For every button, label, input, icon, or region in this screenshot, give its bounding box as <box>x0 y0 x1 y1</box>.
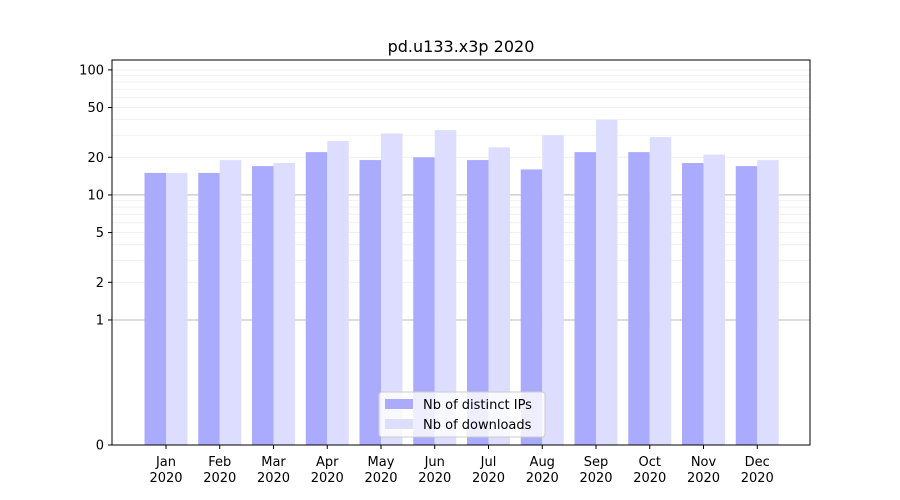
chart-title: pd.u133.x3p 2020 <box>388 37 535 56</box>
bar-downloads <box>596 119 618 446</box>
x-tick-label-month: Jan <box>155 455 176 470</box>
y-tick-label: 10 <box>87 188 104 203</box>
bar-distinct-ips <box>198 172 220 445</box>
legend-box <box>378 391 546 438</box>
legend: Nb of distinct IPs Nb of downloads <box>378 391 546 438</box>
x-tick-label-month: Nov <box>691 455 717 470</box>
bar-downloads <box>219 160 242 445</box>
bar-distinct-ips <box>574 152 596 445</box>
y-tick-label: 2 <box>96 276 104 291</box>
bar-distinct-ips <box>359 160 381 445</box>
bar-downloads <box>757 160 779 445</box>
bar-downloads <box>542 135 564 445</box>
x-tick-label-month: Apr <box>316 455 339 470</box>
x-tick-label-year: 2020 <box>579 471 612 486</box>
bar-downloads <box>649 137 672 445</box>
bar-distinct-ips <box>144 172 166 445</box>
bar-distinct-ips <box>682 163 704 445</box>
x-tick-label-year: 2020 <box>257 471 290 486</box>
legend-label: Nb of downloads <box>423 418 532 433</box>
x-tick-label-month: Mar <box>261 455 286 470</box>
bar-downloads <box>381 133 403 445</box>
x-tick-label-month: Jun <box>424 455 445 470</box>
x-tick-label-year: 2020 <box>741 471 774 486</box>
y-tick-label: 20 <box>87 151 104 166</box>
x-tick-label-year: 2020 <box>203 471 236 486</box>
bar-distinct-ips <box>413 157 435 445</box>
x-tick-label-year: 2020 <box>526 471 559 486</box>
x-tick-label-month: Aug <box>530 455 555 470</box>
legend-swatch <box>385 399 413 409</box>
bar-downloads <box>166 172 188 445</box>
bar-downloads <box>434 130 457 445</box>
y-tick-label: 50 <box>87 101 104 116</box>
x-tick-label-year: 2020 <box>472 471 505 486</box>
legend-label: Nb of distinct IPs <box>423 398 532 413</box>
legend-swatch <box>385 419 413 429</box>
y-tick-label: 0 <box>96 439 104 454</box>
x-tick-label-month: Dec <box>745 455 770 470</box>
bar-downloads <box>273 163 295 445</box>
plot-frame <box>111 59 811 446</box>
x-tick-label-year: 2020 <box>149 471 182 486</box>
x-tick-label-year: 2020 <box>633 471 666 486</box>
x-tick-label-year: 2020 <box>364 471 397 486</box>
bar-distinct-ips <box>520 169 543 445</box>
y-tick-label: 1 <box>96 313 104 328</box>
bars <box>144 119 779 446</box>
x-tick-label-month: Sep <box>584 455 609 470</box>
x-tick-label-year: 2020 <box>311 471 344 486</box>
y-tick-label: 100 <box>79 63 104 78</box>
bar-distinct-ips <box>467 160 489 445</box>
x-axis-ticks: Jan2020Feb2020Mar2020Apr2020May2020Jun20… <box>149 445 774 486</box>
x-tick-label-year: 2020 <box>418 471 451 486</box>
y-axis-ticks: 0 1 2 5 10 20 50 100 <box>79 63 112 454</box>
bar-downloads <box>488 147 510 446</box>
bar-downloads <box>703 154 725 446</box>
x-tick-label-month: Jul <box>480 455 497 470</box>
bar-distinct-ips <box>628 152 650 445</box>
bar-distinct-ips <box>252 166 274 445</box>
x-tick-label-year: 2020 <box>687 471 720 486</box>
x-tick-label-month: Oct <box>639 455 661 470</box>
y-tick-label: 5 <box>96 226 104 241</box>
bar-distinct-ips <box>735 166 758 445</box>
x-tick-label-month: Feb <box>208 455 231 470</box>
bar-distinct-ips <box>305 152 328 445</box>
bar-downloads <box>327 140 349 445</box>
x-tick-label-month: May <box>368 455 395 470</box>
